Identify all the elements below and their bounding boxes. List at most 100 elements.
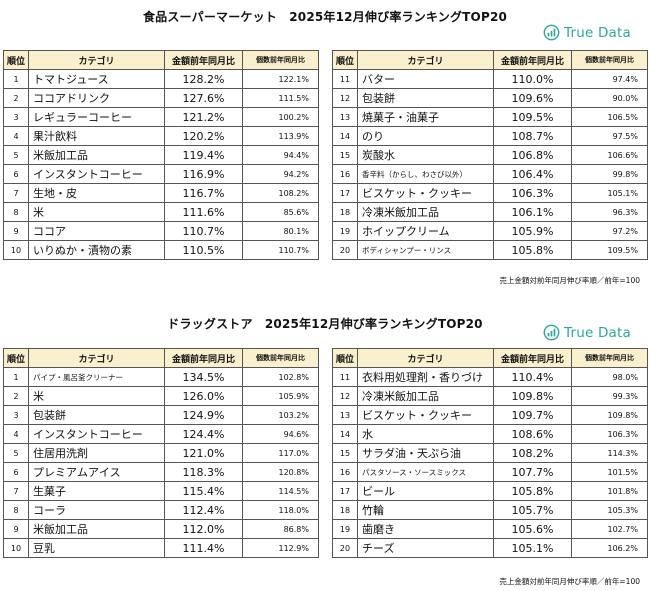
count-ratio-cell: 90.0% (571, 88, 648, 108)
rank-cell: 20 (332, 538, 358, 558)
table-row: 7 生地・皮 116.7% 108.2% (3, 183, 319, 203)
count-ratio-cell: 97.4% (571, 69, 648, 89)
amount-ratio-cell: 109.6% (493, 88, 572, 108)
category-cell: ビスケット・クッキー (357, 183, 494, 203)
header-amount: 金額前年同月比 (493, 348, 572, 368)
amount-ratio-cell: 106.4% (493, 164, 572, 184)
category-cell: トマトジュース (28, 69, 165, 89)
amount-ratio-cell: 124.4% (164, 424, 243, 444)
truedata-logo-icon (543, 24, 560, 41)
rank-cell: 14 (332, 126, 358, 146)
table-row: 13 ビスケット・クッキー 109.7% 109.8% (332, 405, 648, 425)
rank-cell: 19 (332, 221, 358, 241)
category-cell: 米 (28, 202, 165, 222)
header-row: 順位 カテゴリ 金額前年同月比 個数前年同月比 (332, 50, 648, 70)
table-row: 15 炭酸水 106.8% 106.6% (332, 145, 648, 165)
logo-text: True Data (564, 24, 631, 41)
count-ratio-cell: 106.5% (571, 107, 648, 127)
supermarket-section: 食品スーパーマーケット 2025年12月伸び率ランキングTOP20 True D… (3, 10, 648, 285)
count-ratio-cell: 85.6% (242, 202, 319, 222)
rank-cell: 3 (3, 107, 29, 127)
category-cell: のり (357, 126, 494, 146)
count-ratio-cell: 106.3% (571, 424, 648, 444)
count-ratio-cell: 113.9% (242, 126, 319, 146)
rank-cell: 16 (332, 164, 358, 184)
amount-ratio-cell: 106.1% (493, 202, 572, 222)
category-cell: ココアドリンク (28, 88, 165, 108)
count-ratio-cell: 103.2% (242, 405, 319, 425)
category-cell: プレミアムアイス (28, 462, 165, 482)
table-row: 10 豆乳 111.4% 112.9% (3, 538, 319, 558)
ranking-table-left: 順位 カテゴリ 金額前年同月比 個数前年同月比 1 トマトジュース 128.2% 122.1%… (3, 50, 319, 260)
rank-cell: 5 (3, 443, 29, 463)
rank-cell: 17 (332, 183, 358, 203)
count-ratio-cell: 114.5% (242, 481, 319, 501)
table-row: 13 焼菓子・油菓子 109.5% 106.5% (332, 107, 648, 127)
table-row: 11 衣料用処理剤・香りづけ 110.4% 98.0% (332, 367, 648, 387)
rank-cell: 11 (332, 69, 358, 89)
table-row: 1 トマトジュース 128.2% 122.1% (3, 69, 319, 89)
amount-ratio-cell: 107.7% (493, 462, 572, 482)
category-cell: 香辛料（からし、わさび以外） (357, 164, 494, 184)
category-cell: ビスケット・クッキー (357, 405, 494, 425)
amount-ratio-cell: 108.6% (493, 424, 572, 444)
category-cell: 包装餅 (28, 405, 165, 425)
category-cell: 米飯加工品 (28, 519, 165, 539)
amount-ratio-cell: 112.0% (164, 519, 243, 539)
amount-ratio-cell: 121.0% (164, 443, 243, 463)
table-row: 20 ボディシャンプー・リンス 105.8% 109.5% (332, 240, 648, 260)
rank-cell: 11 (332, 367, 358, 387)
ranking-table-right: 順位 カテゴリ 金額前年同月比 個数前年同月比 11 衣料用処理剤・香りづけ 110.4% 9… (332, 348, 648, 558)
amount-ratio-cell: 111.4% (164, 538, 243, 558)
table-row: 2 米 126.0% 105.9% (3, 386, 319, 406)
header-count: 個数前年同月比 (571, 50, 648, 70)
rank-cell: 9 (3, 519, 29, 539)
amount-ratio-cell: 127.6% (164, 88, 243, 108)
amount-ratio-cell: 105.1% (493, 538, 572, 558)
count-ratio-cell: 101.5% (571, 462, 648, 482)
table-row: 9 ココア 110.7% 80.1% (3, 221, 319, 241)
category-cell: 住居用洗剤 (28, 443, 165, 463)
amount-ratio-cell: 119.4% (164, 145, 243, 165)
count-ratio-cell: 117.0% (242, 443, 319, 463)
rank-cell: 18 (332, 500, 358, 520)
count-ratio-cell: 86.8% (242, 519, 319, 539)
table-row: 12 冷凍米飯加工品 109.8% 99.3% (332, 386, 648, 406)
table-row: 14 水 108.6% 106.3% (332, 424, 648, 444)
rank-cell: 6 (3, 164, 29, 184)
header-row: 順位 カテゴリ 金額前年同月比 個数前年同月比 (3, 348, 319, 368)
category-cell: ボディシャンプー・リンス (357, 240, 494, 260)
section-title: 食品スーパーマーケット 2025年12月伸び率ランキングTOP20 (142, 10, 508, 24)
rank-cell: 15 (332, 443, 358, 463)
amount-ratio-cell: 115.4% (164, 481, 243, 501)
truedata-logo: True Data (543, 24, 631, 41)
count-ratio-cell: 99.3% (571, 386, 648, 406)
category-cell: 果汁飲料 (28, 126, 165, 146)
header-row: 順位 カテゴリ 金額前年同月比 個数前年同月比 (332, 348, 648, 368)
amount-ratio-cell: 109.7% (493, 405, 572, 425)
rank-cell: 18 (332, 202, 358, 222)
category-cell: 生菓子 (28, 481, 165, 501)
table-row: 12 包装餅 109.6% 90.0% (332, 88, 648, 108)
header-rank: 順位 (3, 348, 29, 368)
table-row: 4 果汁飲料 120.2% 113.9% (3, 126, 319, 146)
category-cell: 衣料用処理剤・香りづけ (357, 367, 494, 387)
header-rank: 順位 (3, 50, 29, 70)
rank-cell: 12 (332, 88, 358, 108)
header-rank: 順位 (332, 50, 358, 70)
category-cell: 炭酸水 (357, 145, 494, 165)
rank-cell: 16 (332, 462, 358, 482)
amount-ratio-cell: 106.3% (493, 183, 572, 203)
category-cell: ビール (357, 481, 494, 501)
count-ratio-cell: 109.8% (571, 405, 648, 425)
amount-ratio-cell: 110.4% (493, 367, 572, 387)
amount-ratio-cell: 109.5% (493, 107, 572, 127)
table-row: 8 コーラ 112.4% 118.0% (3, 500, 319, 520)
count-ratio-cell: 118.0% (242, 500, 319, 520)
category-cell: バター (357, 69, 494, 89)
count-ratio-cell: 80.1% (242, 221, 319, 241)
table-row: 3 レギュラーコーヒー 121.2% 100.2% (3, 107, 319, 127)
category-cell: 包装餅 (357, 88, 494, 108)
count-ratio-cell: 105.9% (242, 386, 319, 406)
header-amount: 金額前年同月比 (164, 348, 243, 368)
